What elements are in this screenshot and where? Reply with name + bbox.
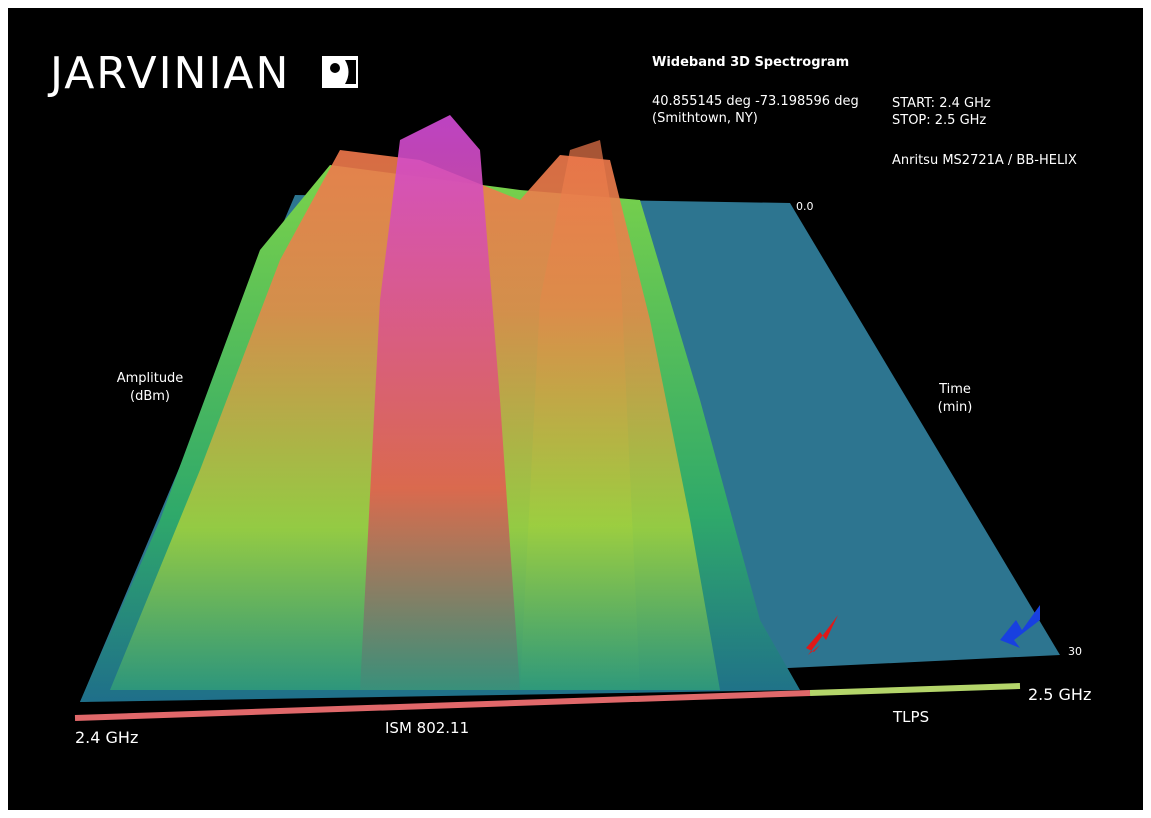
time-end: 30 <box>1068 645 1082 658</box>
time-label: Time <box>938 382 971 397</box>
place: (Smithtown, NY) <box>652 111 758 126</box>
ism-label: ISM 802.11 <box>385 719 469 737</box>
title: Wideband 3D Spectrogram <box>652 55 849 70</box>
time-start: 0.0 <box>796 200 814 213</box>
logo-dot <box>330 63 340 73</box>
start: START: 2.4 GHz <box>892 96 991 111</box>
amplitude-label: Amplitude <box>117 371 184 386</box>
coords: 40.855145 deg -73.198596 deg <box>652 94 859 109</box>
screenshot: JARVINIAN Wideband 3D Spectrogram 40.855… <box>0 0 1151 818</box>
logo-text: JARVINIAN <box>47 48 290 99</box>
amplitude-unit: (dBm) <box>130 389 170 404</box>
tlps-label: TLPS <box>892 708 929 726</box>
freq-end: 2.5 GHz <box>1028 685 1091 704</box>
instrument: Anritsu MS2721A / BB-HELIX <box>892 153 1077 168</box>
stop: STOP: 2.5 GHz <box>892 113 986 128</box>
freq-start: 2.4 GHz <box>75 728 138 747</box>
time-unit: (min) <box>938 400 973 415</box>
